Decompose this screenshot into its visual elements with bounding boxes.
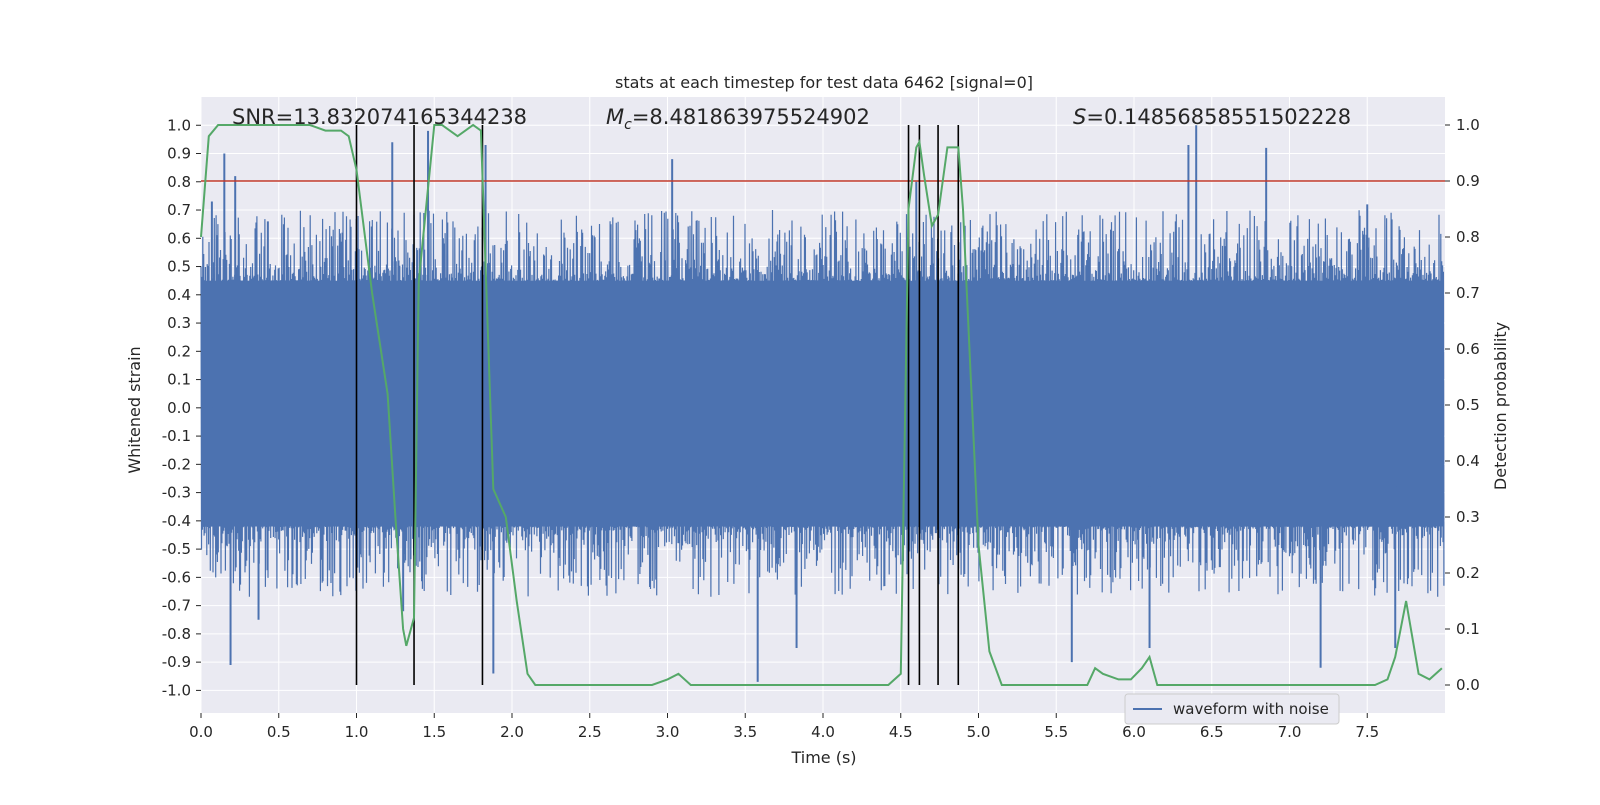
y-tick-label-right: 0.1 bbox=[1456, 620, 1480, 638]
y-tick-label-right: 0.6 bbox=[1456, 340, 1480, 358]
y-tick-label-left: 0.4 bbox=[167, 286, 191, 304]
y-tick-label-left: 0.9 bbox=[167, 145, 191, 163]
x-tick-label: 0.0 bbox=[189, 723, 213, 741]
y-tick-label-right: 0.5 bbox=[1456, 396, 1480, 414]
x-axis-label: Time (s) bbox=[790, 748, 856, 767]
x-tick-label: 5.5 bbox=[1044, 723, 1068, 741]
y-ticks-left: 1.0 0.9 0.8 0.7 0.6 0.5 0.4 0.3 0.2 0.1 0.0 -0.1 -0.… bbox=[162, 116, 201, 699]
s-value: =0.14856858551502228 bbox=[1086, 105, 1351, 129]
x-ticks: 0.0 0.5 1.0 1.5 2.0 2.5 3.0 3.5 4.0 4.5 5.0 5.5 6.0 6… bbox=[189, 713, 1379, 741]
x-tick-label: 4.0 bbox=[811, 723, 835, 741]
x-tick-label: 2.5 bbox=[578, 723, 602, 741]
y-tick-label-left: -1.0 bbox=[162, 681, 191, 699]
y-tick-label-right: 0.2 bbox=[1456, 564, 1480, 582]
chirp-mass-value: =8.481863975524902 bbox=[632, 105, 870, 129]
x-tick-label: 4.5 bbox=[889, 723, 913, 741]
waveform-series bbox=[200, 125, 1445, 682]
y-tick-label-right: 0.3 bbox=[1456, 508, 1480, 526]
legend-box bbox=[1124, 693, 1340, 725]
snr-annotation: SNR=13.832074165344238 bbox=[232, 105, 527, 129]
y-ticks-right: 1.0 0.9 0.8 0.7 0.6 0.5 0.4 0.3 0.2 0.1 0.0 bbox=[1445, 116, 1480, 694]
x-tick-label: 2.0 bbox=[500, 723, 524, 741]
y-tick-label-left: -0.5 bbox=[162, 540, 191, 558]
y-tick-label-left: -0.3 bbox=[162, 484, 191, 502]
legend: waveform with noise bbox=[1124, 693, 1340, 725]
legend-label: waveform with noise bbox=[1173, 700, 1329, 718]
y-tick-label-left: -0.4 bbox=[162, 512, 191, 530]
y-tick-label-right: 0.9 bbox=[1456, 172, 1480, 190]
y-tick-label-left: -0.7 bbox=[162, 597, 191, 615]
y-tick-label-right: 0.0 bbox=[1456, 676, 1480, 694]
chirp-mass-subscript: c bbox=[624, 117, 632, 133]
y-tick-label-left: 0.5 bbox=[167, 258, 191, 276]
y-tick-label-left: 0.8 bbox=[167, 173, 191, 191]
y-tick-label-left: -0.8 bbox=[162, 625, 191, 643]
x-tick-label: 3.0 bbox=[656, 723, 680, 741]
y-tick-label-left: -0.9 bbox=[162, 653, 191, 671]
y-tick-label-left: 0.6 bbox=[167, 229, 191, 247]
x-tick-label: 0.5 bbox=[267, 723, 291, 741]
chirp-mass-symbol: M bbox=[606, 105, 624, 129]
x-tick-label: 7.0 bbox=[1278, 723, 1302, 741]
y-tick-label-left: 0.2 bbox=[167, 342, 191, 360]
y-tick-label-left: -0.1 bbox=[162, 427, 191, 445]
x-tick-label: 6.5 bbox=[1200, 723, 1224, 741]
y-tick-label-right: 0.7 bbox=[1456, 284, 1480, 302]
y-tick-label-left: 0.7 bbox=[167, 201, 191, 219]
x-tick-label: 3.5 bbox=[733, 723, 757, 741]
x-tick-label: 6.0 bbox=[1122, 723, 1146, 741]
y-axis-label-right: Detection probability bbox=[1491, 322, 1510, 490]
y-tick-label-left: 0.3 bbox=[167, 314, 191, 332]
y-axis-label-left: Whitened strain bbox=[125, 346, 144, 473]
y-tick-label-left: 0.0 bbox=[167, 399, 191, 417]
y-tick-label-left: -0.6 bbox=[162, 568, 191, 586]
x-tick-label: 1.0 bbox=[345, 723, 369, 741]
x-tick-label: 7.5 bbox=[1355, 723, 1379, 741]
y-tick-label-right: 0.4 bbox=[1456, 452, 1480, 470]
s-symbol: S bbox=[1073, 105, 1086, 129]
y-tick-label-left: -0.2 bbox=[162, 455, 191, 473]
detection-probability-line bbox=[200, 123, 1443, 686]
chart-title: stats at each timestep for test data 646… bbox=[615, 73, 1033, 92]
y-tick-label-left: 0.1 bbox=[167, 371, 191, 389]
y-tick-label-right: 1.0 bbox=[1456, 116, 1480, 134]
s-annotation: S=0.14856858551502228 bbox=[1073, 105, 1351, 129]
y-tick-label-left: 1.0 bbox=[167, 116, 191, 134]
waveform-core bbox=[201, 328, 1441, 487]
x-tick-label: 1.5 bbox=[422, 723, 446, 741]
x-tick-label: 5.0 bbox=[967, 723, 991, 741]
chirp-mass-annotation: Mc=8.481863975524902 bbox=[606, 105, 870, 133]
y-tick-label-right: 0.8 bbox=[1456, 228, 1480, 246]
